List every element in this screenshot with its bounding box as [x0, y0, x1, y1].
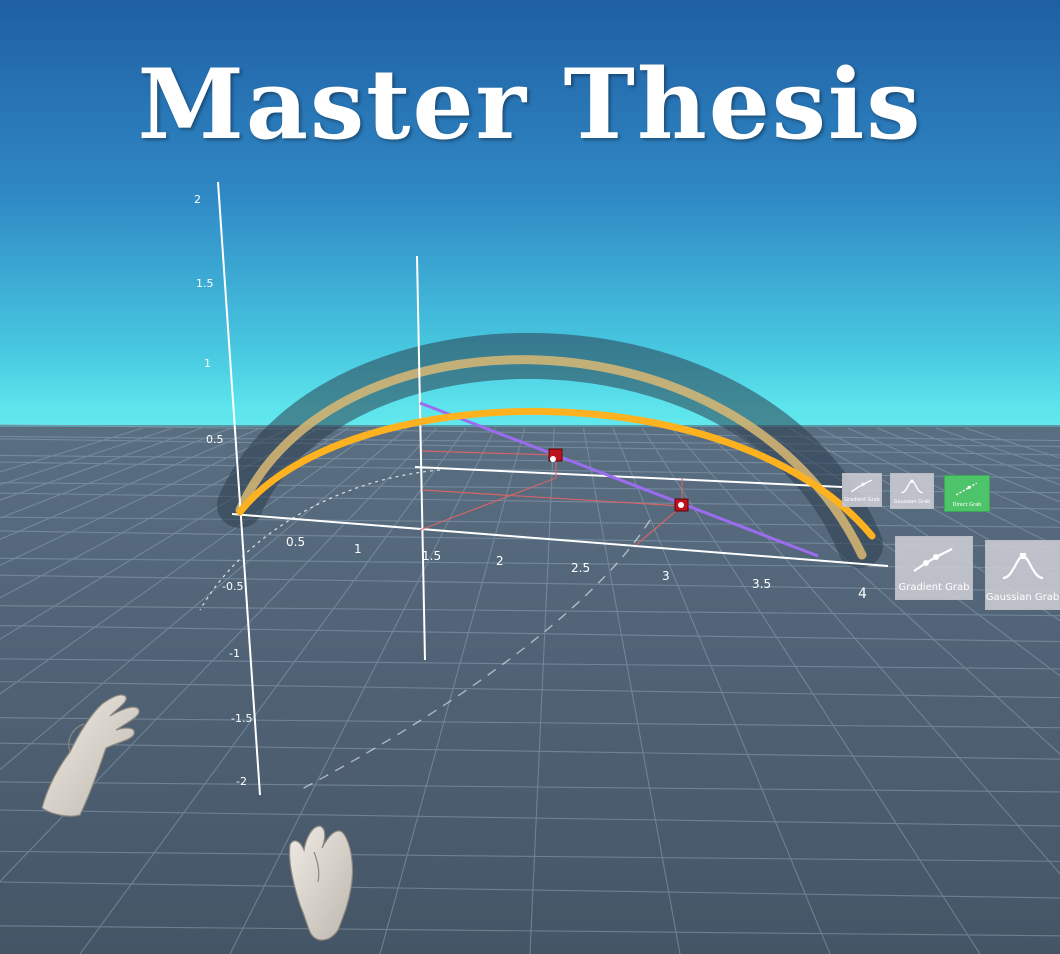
grid-line	[0, 427, 291, 566]
neg-tick-label: -0.5	[222, 580, 243, 593]
grid-line	[0, 427, 438, 883]
grid-line	[0, 454, 1060, 466]
grid-line	[0, 427, 261, 540]
y-axis	[217, 181, 261, 796]
direct-grab-button[interactable]: Direct Grab	[944, 475, 990, 512]
grid-line	[0, 717, 1060, 729]
grid-line	[0, 492, 1060, 510]
grid-line	[0, 435, 1060, 447]
grid-line	[0, 427, 349, 640]
grid-line	[0, 427, 320, 599]
x-tick-label: 1	[354, 542, 362, 556]
y-tick-label: 0.5	[206, 433, 224, 446]
x-tick-label: 2.5	[571, 561, 590, 575]
grid-line	[0, 461, 1060, 479]
grid-line	[0, 925, 1060, 937]
grid-line	[788, 427, 1060, 581]
gaussian-grab-icon	[891, 474, 933, 499]
control-point-2[interactable]	[674, 498, 689, 512]
x-tick-label: 1.5	[422, 549, 441, 563]
neg-tick-label: -2	[236, 775, 247, 788]
y-tick-label: 1.5	[196, 277, 214, 290]
gradient-grab-label: Gradient Grab	[898, 582, 970, 593]
axes	[217, 181, 889, 796]
gradient-grab-icon	[896, 537, 972, 582]
grid-line	[0, 681, 1060, 699]
z-axis-horizontal	[414, 466, 843, 488]
left-hand	[41, 694, 140, 817]
grid-line	[379, 427, 526, 954]
gaussian-grab-label: Gaussian Grab	[893, 499, 931, 505]
grid-line	[0, 850, 1060, 862]
x-tick-label: 2	[496, 554, 504, 568]
grid-line	[529, 427, 555, 954]
z-axis-vertical	[416, 255, 426, 661]
grid-line	[759, 427, 1060, 622]
gradient-grab-label: Gradient Grab	[844, 497, 880, 503]
x-tick-label: 0.5	[286, 535, 305, 549]
gaussian-grab-button-small[interactable]: Gaussian Grab	[890, 473, 934, 509]
grid-line	[0, 427, 232, 519]
grid-line	[671, 427, 1060, 875]
direct-grab-icon	[945, 476, 989, 502]
grid-line	[0, 809, 1060, 827]
gradient-grab-icon	[843, 474, 881, 497]
grid-line	[0, 530, 1060, 548]
grid-line	[0, 427, 408, 771]
neg-tick-label: -1.5	[231, 712, 252, 725]
right-hand	[288, 825, 354, 941]
grid-line	[0, 557, 1060, 569]
grid-line	[612, 427, 831, 954]
grid-line	[79, 427, 467, 954]
y-tick-label: 2	[194, 193, 201, 206]
fit-line	[419, 401, 819, 558]
control-point-1[interactable]	[548, 448, 563, 462]
main-curve	[236, 408, 876, 540]
gradient-grab-button-small[interactable]: Gradient Grab	[842, 473, 882, 507]
grid-line	[0, 625, 1060, 643]
page-title: Master Thesis	[137, 48, 923, 161]
grid-line	[0, 516, 1060, 528]
gaussian-grab-icon	[986, 541, 1059, 592]
projection-arc	[199, 469, 441, 611]
neg-tick-label: -1	[229, 647, 240, 660]
previous-curve	[235, 355, 867, 560]
direct-grab-label: Direct Grab	[952, 502, 982, 508]
grid-line	[0, 881, 1060, 899]
gaussian-grab-button[interactable]: Gaussian Grab	[985, 540, 1060, 610]
grid-line	[641, 427, 981, 954]
grid-line	[0, 424, 1060, 442]
grid-line	[229, 427, 496, 954]
projection-arc-lower	[299, 519, 651, 791]
grid-line	[0, 781, 1060, 793]
grid-line	[0, 658, 1060, 670]
x-tick-label: 3.5	[752, 577, 771, 591]
gradient-grab-button[interactable]: Gradient Grab	[895, 536, 973, 600]
x-axis	[231, 513, 889, 567]
grid-line	[0, 742, 1060, 760]
x-tick-label: 3	[662, 569, 670, 583]
gaussian-grab-label: Gaussian Grab	[985, 592, 1060, 603]
grid-line	[847, 427, 1060, 524]
grid-line	[818, 427, 1060, 549]
grid-line	[0, 605, 1060, 617]
grid-line	[700, 427, 1060, 755]
guide-lines	[419, 450, 683, 546]
x-tick-label: 4	[858, 586, 867, 602]
y-tick-label: 1	[204, 357, 211, 370]
grid-line	[0, 574, 1060, 592]
